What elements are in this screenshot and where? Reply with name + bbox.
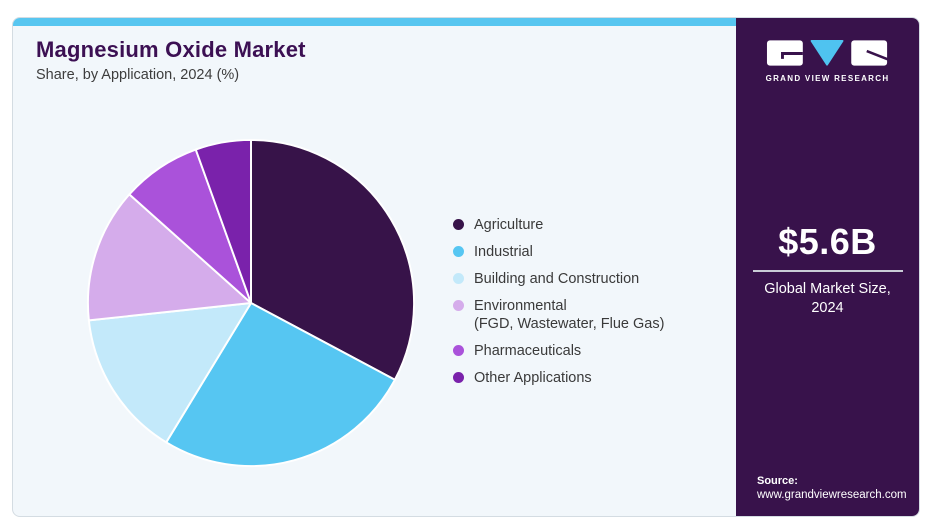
legend-item-building-and-construction: Building and Construction bbox=[453, 270, 728, 288]
pie-chart bbox=[84, 136, 418, 470]
legend-dot-icon bbox=[453, 246, 464, 257]
page-title: Magnesium Oxide Market bbox=[36, 37, 306, 62]
page-subtitle: Share, by Application, 2024 (%) bbox=[36, 67, 240, 83]
source-url: www.grandviewresearch.com bbox=[757, 489, 907, 501]
legend-label: Pharmaceuticals bbox=[474, 343, 582, 359]
legend-item-other-applications: Other Applications bbox=[453, 369, 728, 387]
logo-r-cut bbox=[865, 49, 889, 61]
pie-slice-building-and-construction bbox=[87, 302, 252, 444]
legend-label: Agriculture bbox=[474, 217, 544, 233]
chart-header: Magnesium Oxide Market Share, by Applica… bbox=[36, 37, 306, 83]
market-size-label-line2: 2024 bbox=[811, 300, 844, 316]
market-size-divider bbox=[752, 270, 903, 272]
brand-logo: GRAND VIEW RESEARCH bbox=[736, 39, 919, 83]
logo-g-cut bbox=[780, 52, 803, 59]
legend-label: Industrial bbox=[474, 244, 533, 260]
legend-item-agriculture: Agriculture bbox=[453, 216, 728, 234]
market-size-block: $5.6B Global Market Size, 2024 bbox=[736, 221, 919, 318]
brand-panel: GRAND VIEW RESEARCH $5.6B Global Market … bbox=[736, 18, 919, 516]
market-size-label-line1: Global Market Size, bbox=[764, 281, 891, 297]
legend-item-environmental: Environmental (FGD, Wastewater, Flue Gas) bbox=[453, 297, 728, 333]
accent-top-bar bbox=[13, 18, 738, 26]
source-label: Source: bbox=[757, 475, 798, 487]
brand-name: GRAND VIEW RESEARCH bbox=[765, 74, 890, 83]
pie-chart-svg bbox=[86, 138, 416, 467]
legend-dot-icon bbox=[453, 372, 464, 383]
pie-slice-industrial bbox=[165, 302, 396, 467]
gvr-logo-icon bbox=[766, 39, 889, 66]
chart-legend: Agriculture Industrial Building and Constr… bbox=[453, 216, 728, 396]
legend-label: Environmental (FGD, Wastewater, Flue Gas) bbox=[474, 298, 665, 332]
legend-item-industrial: Industrial bbox=[453, 243, 728, 261]
pie-slice-other-applications bbox=[194, 138, 252, 304]
source-block: Source: www.grandviewresearch.com bbox=[757, 475, 907, 501]
legend-dot-icon bbox=[453, 219, 464, 230]
legend-dot-icon bbox=[453, 273, 464, 284]
legend-label: Other Applications bbox=[474, 370, 592, 386]
chart-card: Magnesium Oxide Market Share, by Applica… bbox=[12, 17, 920, 517]
pie-slice-environmental bbox=[86, 193, 252, 322]
legend-item-pharmaceuticals: Pharmaceuticals bbox=[453, 342, 728, 360]
legend-label: Building and Construction bbox=[474, 271, 640, 287]
legend-dot-icon bbox=[453, 300, 464, 311]
market-size-value: $5.6B bbox=[778, 221, 877, 262]
logo-v-triangle bbox=[810, 39, 843, 66]
pie-slice-agriculture bbox=[250, 138, 416, 381]
legend-dot-icon bbox=[453, 345, 464, 356]
